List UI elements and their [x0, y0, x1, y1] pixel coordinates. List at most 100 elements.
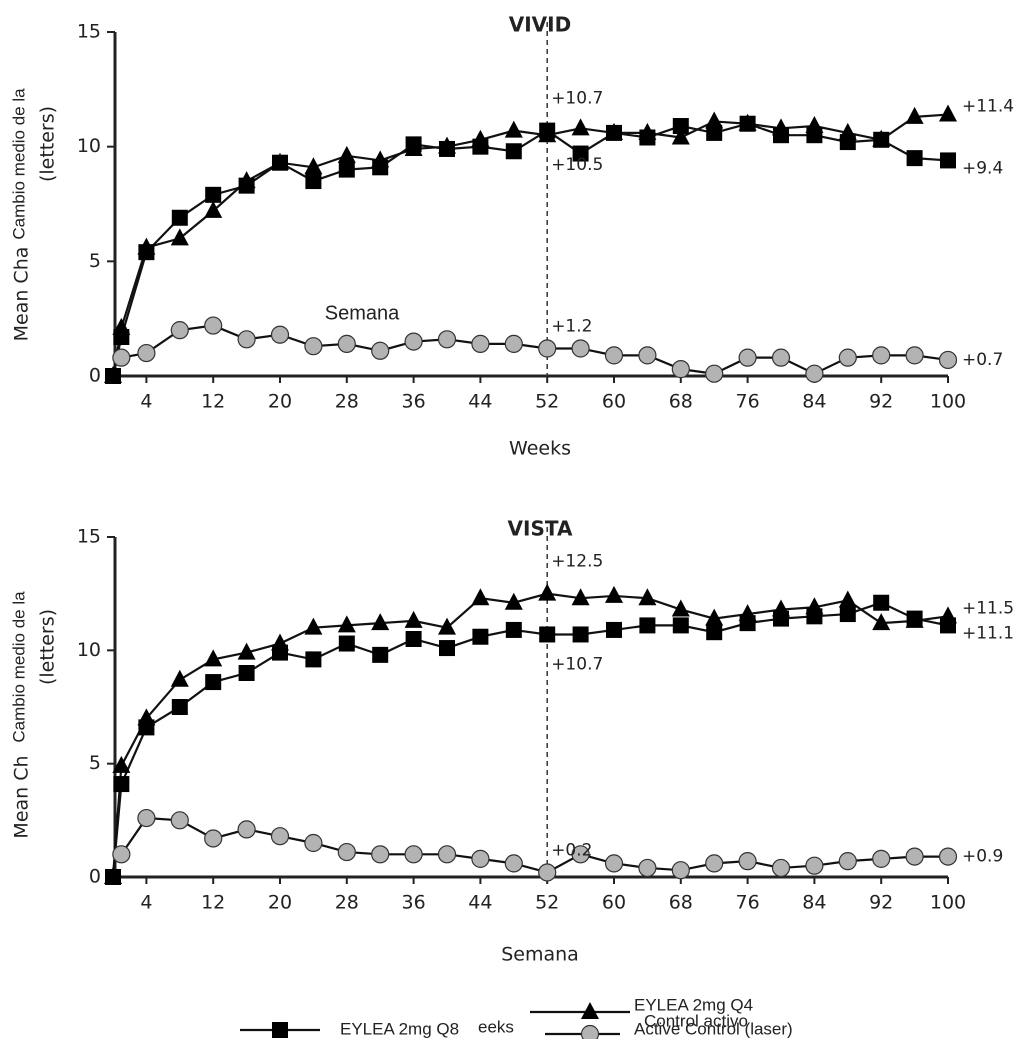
- marker-triangle: [304, 157, 323, 175]
- marker-circle: [604, 854, 624, 873]
- marker-triangle: [438, 617, 456, 635]
- marker-circle: [905, 847, 924, 866]
- y-axis-label: Mean Ch: [11, 755, 33, 838]
- marker-circle: [237, 330, 256, 349]
- x-tick-label: 44: [468, 892, 492, 914]
- marker-circle: [571, 845, 590, 864]
- marker-square: [572, 626, 589, 643]
- marker-circle: [771, 348, 791, 367]
- legend-marker: [580, 1024, 600, 1039]
- marker-triangle: [112, 755, 131, 773]
- marker-circle: [538, 863, 557, 882]
- x-tick-label: 68: [669, 892, 693, 914]
- marker-circle: [504, 334, 523, 353]
- marker-triangle: [705, 608, 724, 626]
- value-label: +1.2: [551, 316, 592, 336]
- marker-circle: [805, 856, 824, 875]
- marker-square: [706, 124, 723, 141]
- marker-square: [171, 209, 188, 226]
- value-label: +0.7: [962, 350, 1003, 370]
- legend-marker: [272, 1022, 288, 1038]
- value-label: +10.7: [551, 654, 603, 674]
- marker-triangle: [705, 111, 724, 129]
- marker-triangle: [271, 633, 289, 651]
- marker-circle: [404, 845, 423, 864]
- marker-circle: [771, 858, 791, 878]
- marker-circle: [538, 339, 557, 358]
- marker-circle: [437, 845, 457, 864]
- marker-circle: [938, 350, 958, 370]
- marker-triangle: [738, 604, 757, 622]
- marker-square: [572, 145, 589, 162]
- marker-circle: [337, 334, 356, 353]
- marker-circle: [571, 339, 590, 358]
- marker-circle: [805, 364, 824, 383]
- x-tick-label: 100: [930, 892, 966, 914]
- marker-triangle: [371, 613, 390, 631]
- marker-triangle: [872, 613, 891, 631]
- marker-square: [238, 665, 255, 681]
- marker-triangle: [104, 366, 122, 383]
- marker-triangle: [671, 599, 690, 617]
- marker-triangle: [571, 118, 590, 136]
- marker-circle: [705, 364, 724, 383]
- marker-triangle: [438, 136, 456, 154]
- y-tick-label: 5: [89, 752, 101, 774]
- marker-square: [405, 631, 422, 647]
- value-label: +12.5: [551, 552, 603, 572]
- marker-triangle: [571, 588, 590, 606]
- marker-circle: [371, 845, 390, 864]
- marker-square: [539, 626, 556, 643]
- marker-square: [472, 628, 489, 645]
- marker-circle: [437, 330, 457, 349]
- marker-square: [839, 606, 856, 623]
- marker-square: [672, 617, 689, 634]
- marker-square: [171, 699, 188, 715]
- marker-triangle: [939, 104, 957, 122]
- marker-triangle: [772, 599, 790, 617]
- x-axis-label: Semana: [501, 944, 579, 966]
- x-tick-label: 100: [930, 391, 966, 413]
- marker-circle: [304, 833, 323, 853]
- marker-square: [606, 621, 622, 638]
- x-axis-label: Weeks: [509, 438, 571, 460]
- marker-circle: [204, 316, 223, 335]
- marker-circle: [671, 360, 690, 379]
- marker-circle: [872, 849, 891, 868]
- y-tick-label: 0: [89, 365, 101, 387]
- marker-triangle: [337, 615, 356, 633]
- marker-circle: [112, 845, 131, 864]
- marker-circle: [471, 334, 490, 353]
- y-axis-label: (letters): [37, 609, 59, 685]
- marker-square: [505, 621, 522, 638]
- marker-circle: [112, 348, 131, 367]
- y-tick-label: 10: [77, 135, 101, 157]
- legend-note: eeks: [478, 1017, 514, 1036]
- value-label: +11.4: [962, 97, 1014, 117]
- x-tick-label: 76: [736, 391, 760, 413]
- marker-triangle: [905, 610, 924, 628]
- marker-square: [338, 635, 355, 652]
- x-tick-label: 92: [869, 391, 893, 413]
- marker-triangle: [471, 129, 490, 147]
- x-tick-label: 92: [869, 892, 893, 914]
- marker-triangle: [112, 317, 131, 335]
- legend-label: Active Control (laser): [634, 1019, 793, 1038]
- x-tick-label: 60: [602, 391, 626, 413]
- x-tick-label: 4: [140, 391, 152, 413]
- marker-triangle: [772, 118, 790, 136]
- marker-square: [305, 173, 322, 190]
- chart-title: VISTA: [508, 517, 573, 541]
- marker-triangle: [638, 122, 657, 140]
- marker-circle: [337, 842, 356, 862]
- marker-square: [205, 186, 222, 203]
- value-label: +0.9: [962, 847, 1003, 867]
- marker-circle: [738, 348, 757, 367]
- marker-circle: [270, 325, 290, 344]
- marker-triangle: [104, 867, 122, 884]
- x-tick-label: 28: [335, 391, 359, 413]
- marker-square: [639, 617, 656, 634]
- marker-triangle: [838, 122, 857, 140]
- marker-triangle: [237, 171, 256, 189]
